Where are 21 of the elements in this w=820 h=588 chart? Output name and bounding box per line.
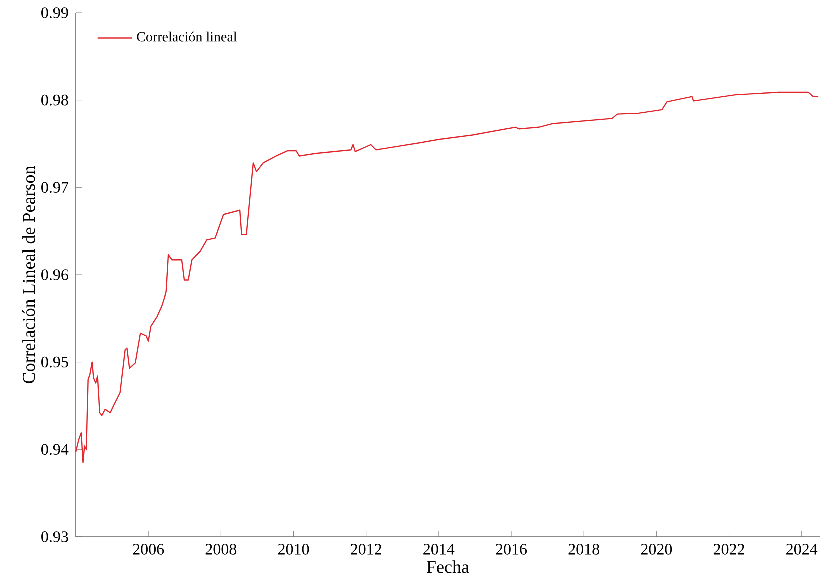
y-tick-label: 0.95 bbox=[42, 356, 68, 368]
x-tick-label: 2016 bbox=[496, 544, 528, 555]
x-tick-label: 2024 bbox=[786, 544, 818, 555]
y-tick-label: 0.97 bbox=[42, 182, 68, 194]
y-tick-label: 0.94 bbox=[42, 444, 69, 456]
y-tick-label: 0.98 bbox=[42, 94, 68, 106]
legend-label: Correlación lineal bbox=[137, 32, 238, 42]
x-tick-label: 2022 bbox=[714, 544, 744, 555]
x-tick-label: 2020 bbox=[641, 544, 672, 555]
x-tick-label: 2018 bbox=[568, 544, 600, 555]
x-tick-label: 2012 bbox=[351, 544, 382, 555]
x-tick-label: 2006 bbox=[133, 544, 164, 555]
y-tick-label: 0.93 bbox=[42, 532, 68, 542]
line-series bbox=[75, 92, 820, 464]
y-tick-label: 0.96 bbox=[42, 270, 68, 280]
y-axis-title: Correlación Lineal de Pearson bbox=[22, 166, 36, 384]
x-axis-title: Fecha bbox=[427, 560, 470, 574]
y-tick-label: 0.99 bbox=[42, 8, 68, 18]
x-tick-label: 2008 bbox=[206, 544, 237, 555]
x-tick-label: 2010 bbox=[278, 544, 310, 555]
x-tick-label: 2014 bbox=[424, 544, 455, 555]
